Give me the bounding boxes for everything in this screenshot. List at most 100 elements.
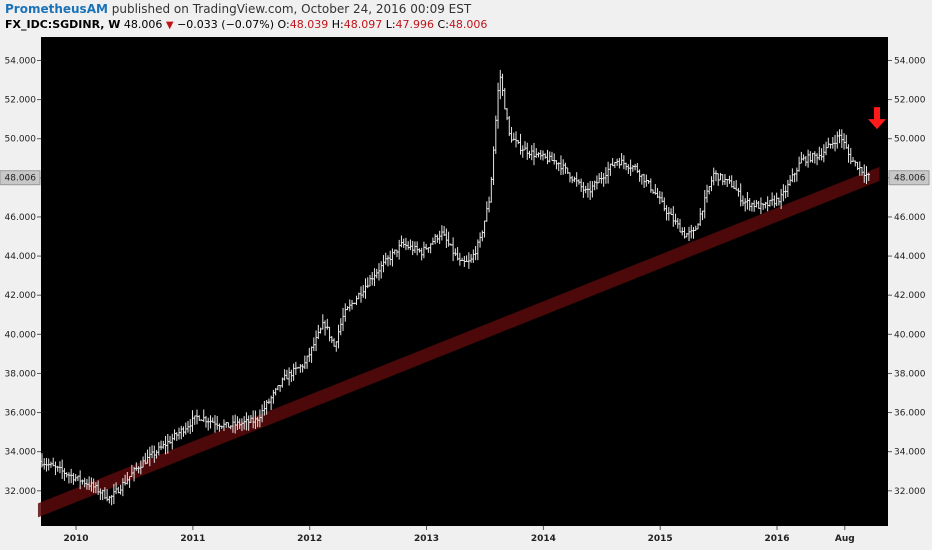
ohlc-bar [667,207,670,221]
y-tick-label: 36.000 [5,409,37,419]
ohlc-bar [591,181,594,198]
ohlc-bar [294,361,298,375]
ohlc-bar [773,195,776,208]
ohlc-bar [377,263,381,281]
ohlc-bar [739,183,742,207]
x-tick-label: 2010 [64,534,89,544]
published-text: published on TradingView.com, October 24… [107,2,472,16]
ohlc-bar [458,252,462,266]
ohlc-bar [514,131,518,148]
ohlc-bar [606,161,610,184]
ohlc-bar [597,173,601,184]
ohlc-bar [505,107,509,121]
ohlc-bar [562,159,565,175]
ohlc-bar [272,389,275,404]
ohlc-bar [162,440,165,449]
ohlc-bar [460,257,464,262]
ohlc-bar [512,132,515,141]
ohlc-bar [168,435,172,444]
high-label: H: [331,18,344,31]
ohlc-bar [759,197,763,215]
ohlc-bar [658,191,662,205]
plot-area[interactable] [41,37,888,526]
ohlc-bar [204,415,208,428]
ohlc-bar [328,326,331,342]
ohlc-bar [730,175,733,188]
ohlc-bar [92,478,95,493]
ohlc-bar [824,141,828,156]
ohlc-bar [166,433,169,454]
author-link[interactable]: PrometheusAM [5,2,108,16]
ohlc-bar [546,149,549,165]
ohlc-bar [227,422,230,428]
ohlc-bar [867,172,870,182]
ohlc-bar [519,133,522,155]
ohlc-bar [651,189,655,194]
ohlc-bar [710,176,713,192]
ohlc-bar [159,440,163,451]
ohlc-bar [838,129,841,144]
y-tick-label: 32.000 [5,487,37,497]
ohlc-bar [593,180,596,191]
ohlc-bar [402,238,405,248]
ohlc-bar [797,156,801,172]
ohlc-bar [240,418,244,432]
ohlc-bar [69,468,73,484]
y-tick-label: 54.000 [5,56,37,66]
y-tick-label: 42.000 [5,291,37,301]
ohlc-bar [350,300,354,310]
ohlc-bar [494,115,498,154]
ohlc-bar [669,208,673,216]
ohlc-bar [717,173,720,186]
ohlc-bar [566,167,569,174]
ohlc-bar [602,173,605,187]
ohlc-bar [831,136,835,149]
ohlc-bar [813,151,817,164]
ohlc-bar [595,175,599,190]
ohlc-bar [431,237,435,245]
ohlc-bar [130,464,134,478]
ohlc-bar [800,151,803,164]
ohlc-bar [577,179,581,185]
ohlc-bar [615,158,619,166]
ohlc-bar [391,248,394,267]
ohlc-bar [777,197,781,206]
ohlc-bar [631,165,635,172]
ohlc-bar [256,416,259,428]
ohlc-bar [537,152,540,158]
ohlc-bar [674,213,677,225]
ohlc-bar [74,474,77,482]
ohlc-bar [285,369,289,380]
ohlc-bar [692,227,695,239]
ohlc-bar [640,174,644,185]
ohlc-bar [647,179,650,184]
ohlc-bar [139,460,143,475]
ohlc-bar [337,324,340,349]
ohlc-bar [258,409,262,428]
ohlc-bar [636,162,639,174]
ohlc-bar [501,73,504,96]
ohlc-bar [189,419,192,434]
ohlc-bar [96,480,100,495]
ohlc-bar [312,337,316,352]
ohlc-bar [472,249,475,263]
ohlc-bar [723,174,727,185]
ohlc-bar [746,192,749,210]
ohlc-bar [198,415,201,421]
ohlc-bar [485,201,489,222]
ohlc-bar [87,476,91,491]
ohlc-bar [375,268,378,279]
ohlc-bar [123,474,127,486]
ohlc-bar [555,160,558,170]
ohlc-bar [290,369,293,382]
ohlc-bar [54,461,57,476]
ohlc-bar [346,306,349,311]
ohlc-bar [548,151,551,163]
ohlc-bar [703,189,706,219]
ohlc-bar [103,487,107,500]
ohlc-bar [474,246,477,261]
ohlc-bar [683,227,686,239]
ohlc-bar [793,172,796,183]
ohlc-bar [200,419,203,421]
